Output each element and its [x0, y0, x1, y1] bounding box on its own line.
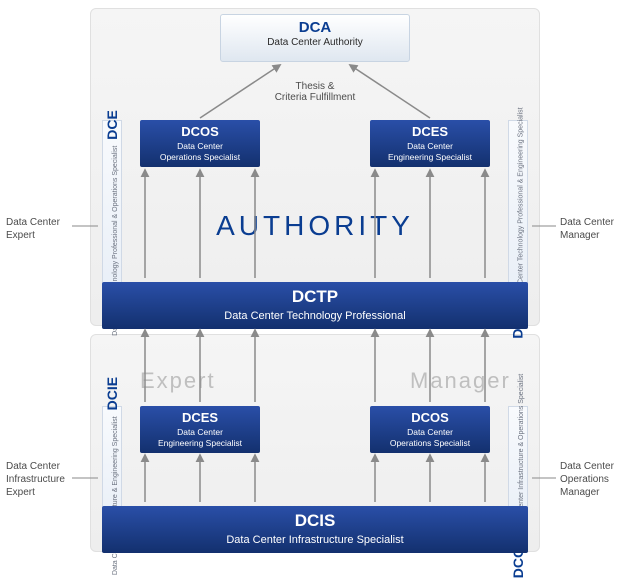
- watermark-expert: Expert: [140, 368, 216, 394]
- dcis-full: Data Center Infrastructure Specialist: [102, 531, 528, 553]
- watermark-manager: Manager: [410, 368, 511, 394]
- upper-dces-box: DCES Data Center Engineering Specialist: [370, 120, 490, 167]
- dcis-box: DCIS Data Center Infrastructure Speciali…: [102, 506, 528, 553]
- dctp-full: Data Center Technology Professional: [102, 307, 528, 329]
- vside-dcie-abbr: DCIE: [104, 377, 120, 410]
- dcis-abbr: DCIS: [102, 506, 528, 531]
- label-dc-manager: Data Center Manager: [560, 216, 640, 242]
- vside-dce-abbr: DCE: [104, 110, 120, 140]
- lower-dces-abbr: DCES: [140, 406, 260, 425]
- authority-text: AUTHORITY: [200, 210, 430, 242]
- upper-dcos-full: Data Center Operations Specialist: [140, 139, 260, 167]
- dca-full: Data Center Authority: [221, 37, 409, 48]
- dctp-abbr: DCTP: [102, 282, 528, 307]
- dca-box: DCA Data Center Authority: [220, 14, 410, 62]
- upper-dces-full: Data Center Engineering Specialist: [370, 139, 490, 167]
- vside-dcm-full: Data Center Technology Professional & En…: [518, 107, 525, 300]
- label-dc-ops-manager: Data Center Operations Manager: [560, 460, 640, 499]
- thesis-label: Thesis & Criteria Fulfillment: [255, 81, 375, 103]
- lower-dces-full: Data Center Engineering Specialist: [140, 425, 260, 453]
- label-dc-expert: Data Center Expert: [6, 216, 86, 242]
- dctp-box: DCTP Data Center Technology Professional: [102, 282, 528, 329]
- dca-abbr: DCA: [221, 19, 409, 36]
- label-dc-infra-expert: Data Center Infrastructure Expert: [6, 460, 86, 499]
- upper-dcos-abbr: DCOS: [140, 120, 260, 139]
- lower-dcos-abbr: DCOS: [370, 406, 490, 425]
- lower-dcos-box: DCOS Data Center Operations Specialist: [370, 406, 490, 453]
- upper-dcos-box: DCOS Data Center Operations Specialist: [140, 120, 260, 167]
- upper-dces-abbr: DCES: [370, 120, 490, 139]
- lower-dces-box: DCES Data Center Engineering Specialist: [140, 406, 260, 453]
- lower-dcos-full: Data Center Operations Specialist: [370, 425, 490, 453]
